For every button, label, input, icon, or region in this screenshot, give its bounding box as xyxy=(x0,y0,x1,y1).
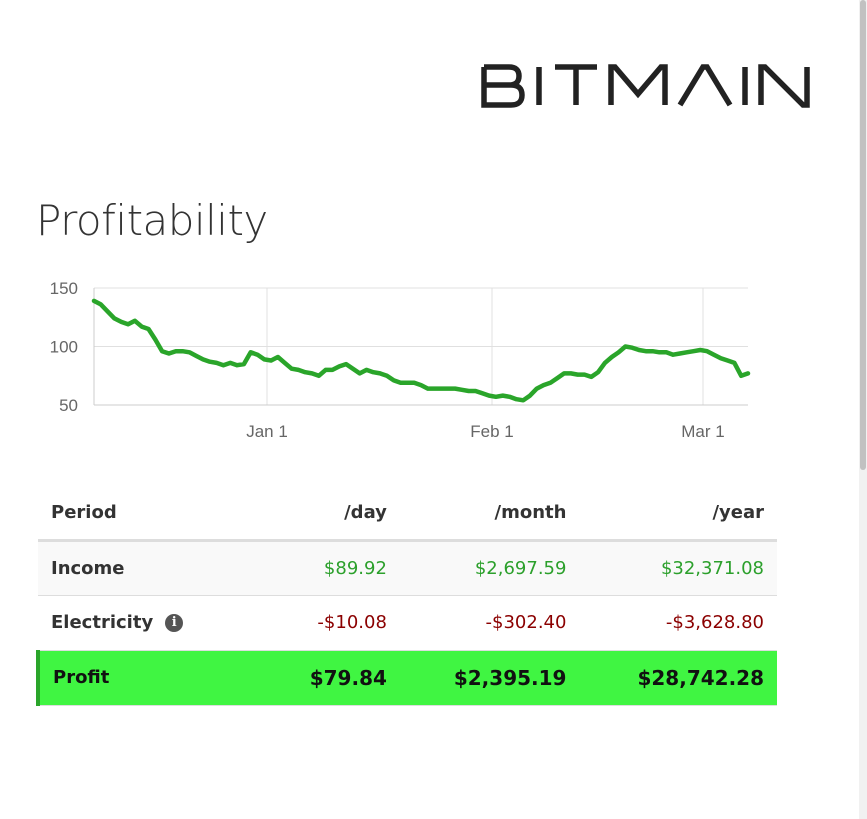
table-row-profit: Profit $79.84 $2,395.19 $28,742.28 xyxy=(38,650,777,705)
profitability-chart: 150 100 50 Jan 1 Feb 1 Mar 1 xyxy=(50,279,751,441)
table-row-electricity: Electricity i -$10.08 -$302.40 -$3,628.80 xyxy=(38,595,777,650)
profit-day: $79.84 xyxy=(309,665,387,690)
row-label: Profit xyxy=(53,667,110,688)
info-icon[interactable]: i xyxy=(165,614,184,632)
profitability-table: Period /day /month /year Income $89.92 $… xyxy=(36,487,777,706)
income-year: $32,371.08 xyxy=(660,557,764,579)
profit-year: $28,742.28 xyxy=(637,665,764,690)
row-label-cell: Electricity i xyxy=(38,595,228,650)
table-header-row: Period /day /month /year xyxy=(38,487,777,540)
profit-series-line xyxy=(91,298,751,403)
row-label: Income xyxy=(51,557,125,579)
header-month: /month xyxy=(494,502,567,524)
table-row-income: Income $89.92 $2,697.59 $32,371.08 xyxy=(38,540,777,595)
row-label: Electricity xyxy=(51,612,154,633)
income-day: $89.92 xyxy=(323,557,387,579)
header-year: /year xyxy=(712,502,764,524)
x-tick-label: Mar 1 xyxy=(681,422,724,441)
x-tick-label: Feb 1 xyxy=(470,422,513,441)
vertical-scrollbar[interactable] xyxy=(859,0,867,819)
income-month: $2,697.59 xyxy=(474,557,567,579)
profit-month: $2,395.19 xyxy=(453,665,567,690)
electricity-month: -$302.40 xyxy=(485,612,567,633)
y-tick-label: 150 xyxy=(50,279,78,298)
scrollbar-thumb[interactable] xyxy=(860,0,866,470)
y-tick-label: 50 xyxy=(59,396,78,415)
page-title: Profitability xyxy=(36,196,268,245)
y-tick-label: 100 xyxy=(50,338,78,357)
bitmain-logo xyxy=(481,64,811,115)
header-day: /day xyxy=(344,502,387,524)
electricity-day: -$10.08 xyxy=(317,612,387,633)
header-period: Period xyxy=(51,502,117,524)
electricity-year: -$3,628.80 xyxy=(665,612,764,633)
x-tick-label: Jan 1 xyxy=(246,422,288,441)
